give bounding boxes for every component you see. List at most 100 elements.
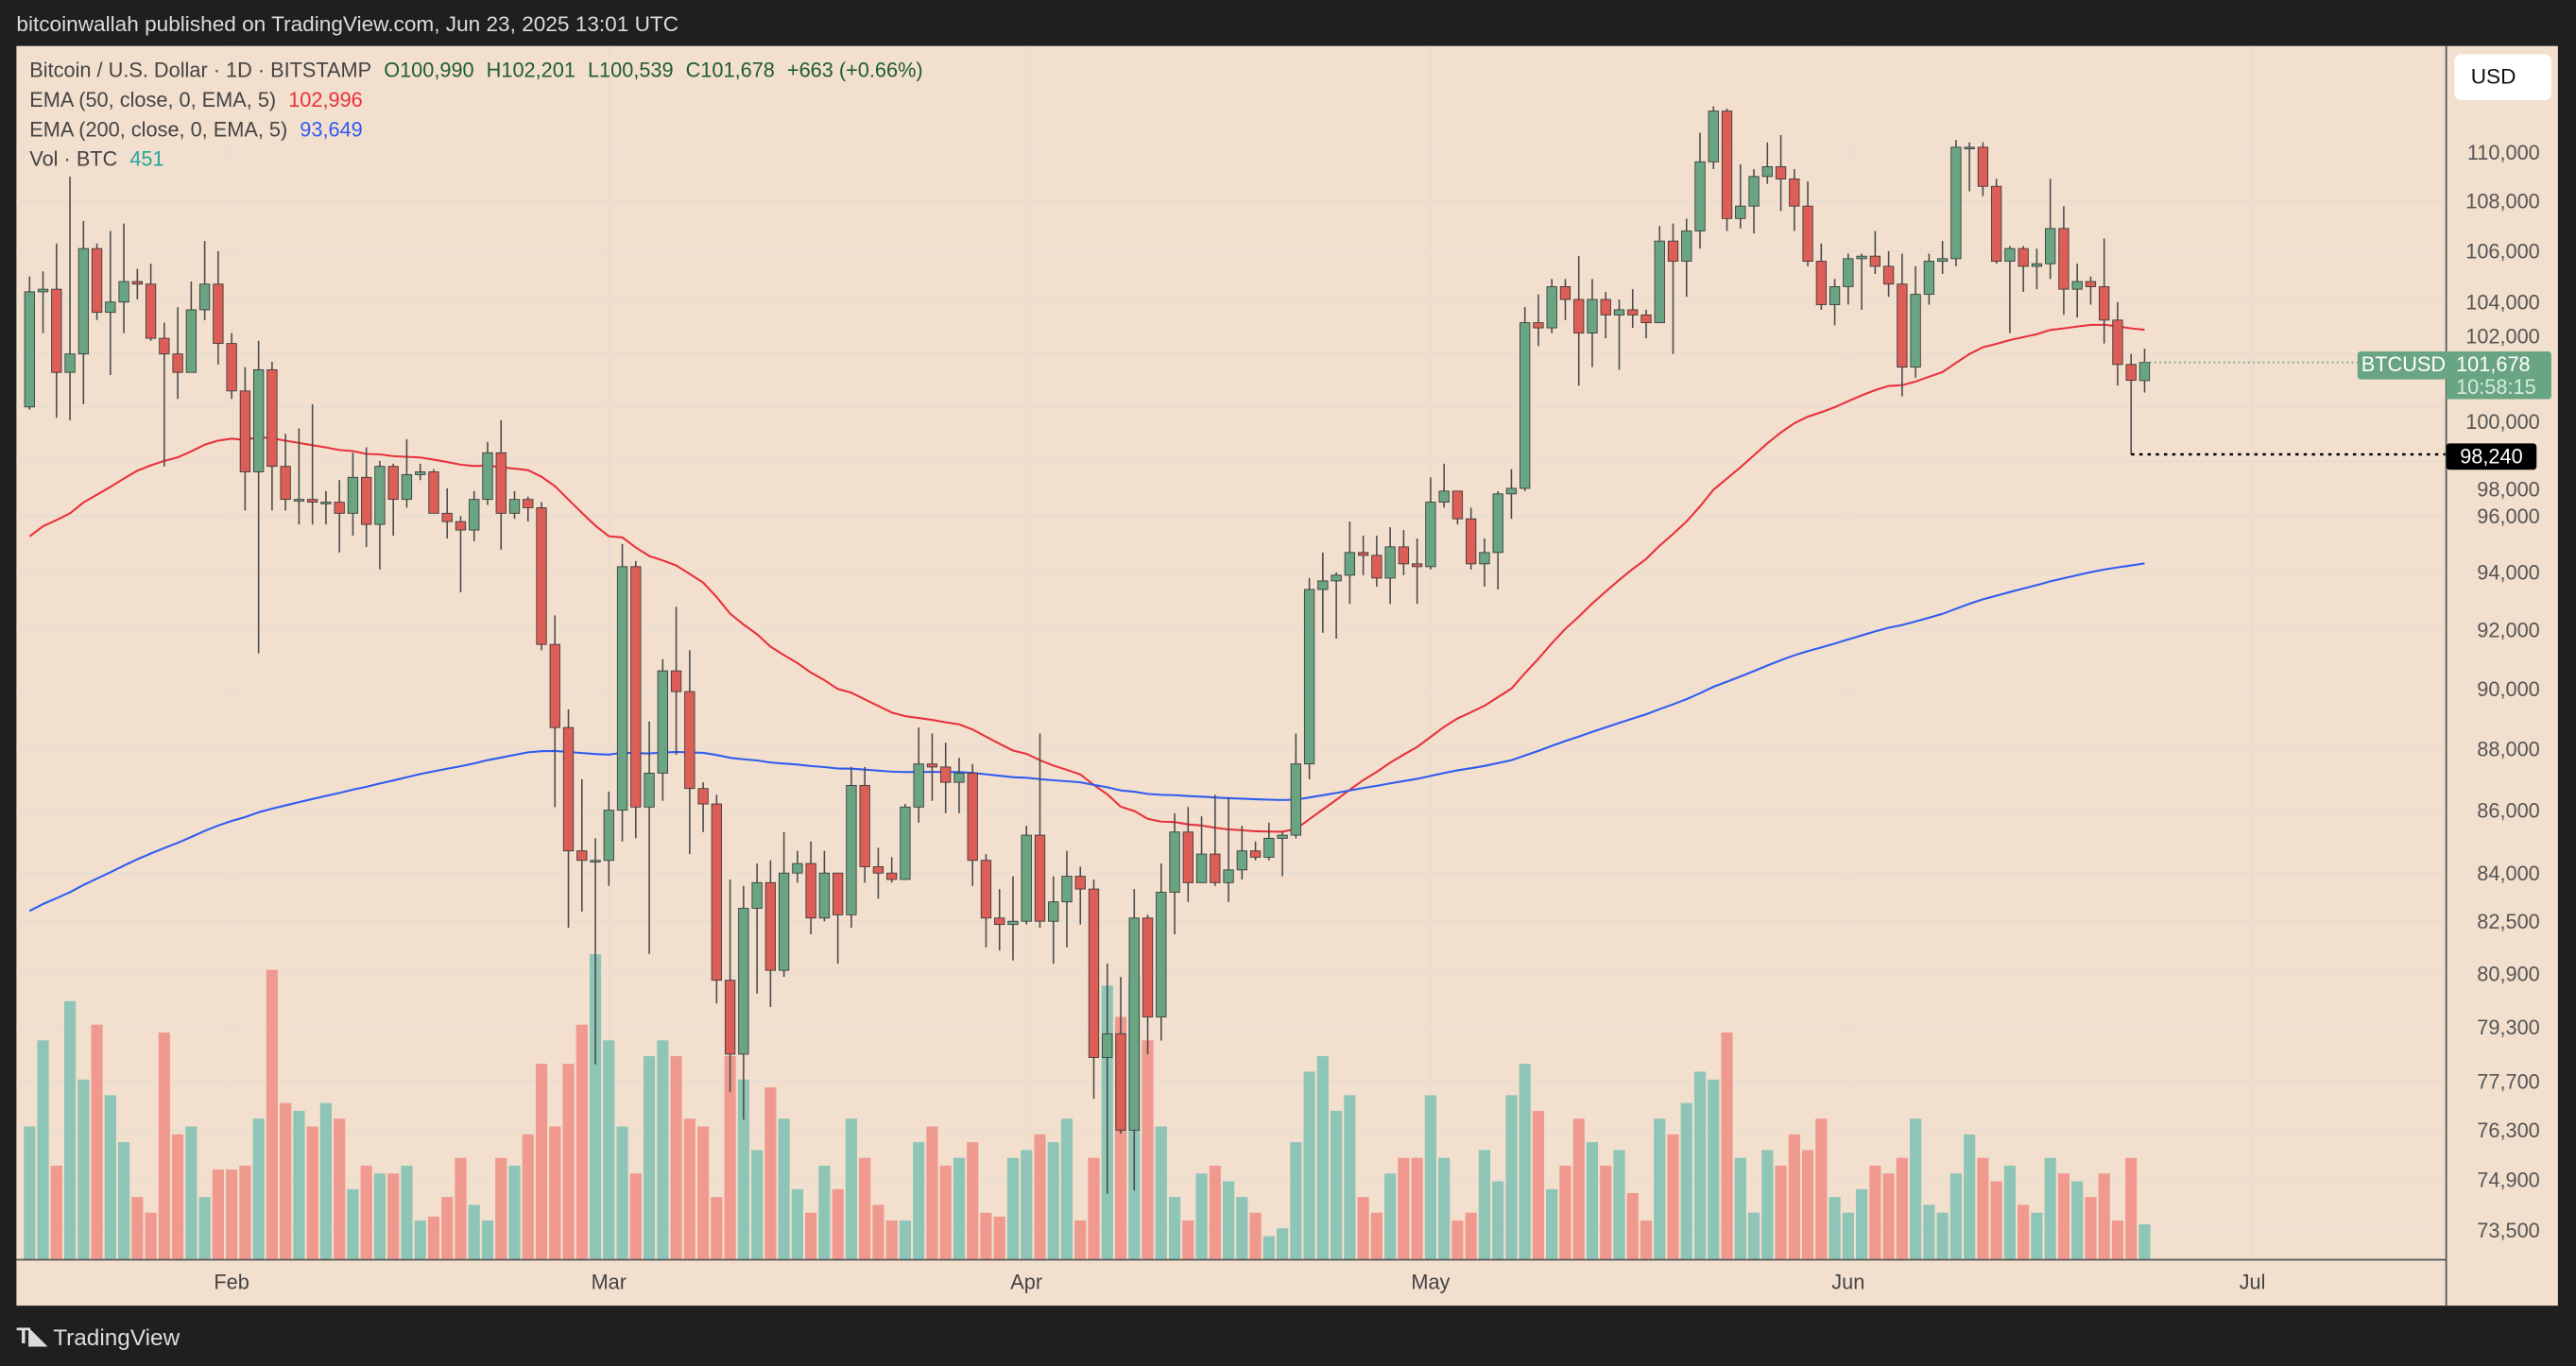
volume-bar [1492,1181,1504,1260]
month-tick-label: Apr [1010,1271,1042,1294]
candle-body [1654,240,1665,324]
candle-body [37,288,49,293]
candle-body [1074,876,1086,890]
volume-bar [104,1095,116,1260]
volume-bar [387,1173,400,1260]
volume-bar [2071,1181,2084,1260]
candle-body [940,766,952,783]
price-tick-label: 80,900 [2477,962,2539,985]
price-tick-label: 86,000 [2477,798,2539,822]
candle-body [576,850,588,862]
price-tick-label: 94,000 [2477,561,2539,585]
candle-body [2085,281,2097,287]
month-tick-label: Mar [592,1271,627,1294]
open-value: O100,990 [384,59,474,82]
volume-bar [172,1134,184,1260]
volume-bar [37,1040,49,1260]
volume-bar [1586,1142,1599,1260]
tradingview-brand[interactable]: T◣ TradingView [16,1323,180,1351]
volume-bar [77,1079,90,1260]
candle-body [711,803,722,982]
volume-bar [360,1165,372,1260]
candle-body [361,476,372,525]
candle-body [764,881,777,971]
ema50-legend[interactable]: EMA (50, close, 0, EMA, 5) 102,996 [29,89,369,111]
candle-body [1735,205,1746,219]
ema-lines [28,323,2145,913]
volume-bar [859,1157,871,1260]
candle-body [508,499,521,514]
candle-body [1977,146,1989,187]
volume-bar [1505,1095,1518,1260]
time-axis[interactable]: Feb Mar Apr May Jun Jul [214,1271,2265,1294]
volume-bar [1869,1165,1881,1260]
price-tick-label: 76,300 [2477,1118,2539,1142]
month-tick-label: Jun [1831,1271,1864,1294]
candle-body [536,507,547,645]
volume-bar [805,1212,817,1260]
volume-bar [117,1142,130,1260]
volume-bar [603,1040,615,1260]
volume-bar [1438,1157,1451,1260]
volume-bar [913,1142,925,1260]
candle-body [778,872,790,971]
month-tick-label: Jul [2240,1271,2266,1294]
volume-bar [131,1197,144,1260]
symbol-legend[interactable]: Bitcoin / U.S. Dollar · 1D · BITSTAMP O1… [29,60,929,82]
candle-body [1936,258,1949,262]
volume-bar [1721,1032,1733,1260]
volume-bar [24,1126,36,1260]
volume-bar [643,1055,656,1260]
candle-body [64,353,76,373]
price-tick-label: 77,700 [2477,1070,2539,1094]
volume-bar [899,1220,912,1260]
candle-body [1169,831,1180,893]
candle-body [495,452,507,514]
volume-bar [953,1157,966,1260]
volume-bar [522,1134,534,1260]
candle-body [320,502,332,504]
volume-bar [2057,1173,2070,1260]
volume-legend[interactable]: Vol · BTC 451 [29,147,170,170]
candle-body [1587,299,1598,334]
candle-body [1371,555,1382,579]
volume-bar [1249,1212,1262,1260]
ema50-line [28,323,2145,833]
candle-body [2045,228,2056,265]
candle-body [1789,178,1800,207]
volume-bar [1761,1150,1774,1260]
candle-body [1102,1033,1113,1058]
volume-bar [1990,1181,2002,1260]
candle-body [953,772,965,783]
candle-body [1021,834,1032,922]
volume-bar [1465,1212,1477,1260]
month-tick-label: May [1411,1271,1450,1294]
volume-bar [1182,1220,1194,1260]
price-tick-label: 104,000 [2465,291,2540,315]
volume-bar [91,1024,103,1260]
volume-bar [1331,1110,1343,1260]
volume-bar [832,1188,844,1260]
ema200-legend[interactable]: EMA (200, close, 0, EMA, 5) 93,649 [29,118,369,141]
price-tick-label: 79,300 [2477,1016,2539,1039]
candle-body [1882,265,1895,285]
candle-body [644,772,655,808]
candle-body [24,291,35,408]
volume-bar [1708,1079,1720,1260]
volume-bar [2085,1197,2097,1260]
currency-button[interactable]: USD [2454,54,2551,101]
candle-body [1438,490,1450,504]
volume-bar [1775,1165,1787,1260]
volume-bar [562,1064,575,1260]
ema50-label: EMA (50, close, 0, EMA, 5) [29,88,277,112]
candle-body [2138,362,2151,382]
volume-bar [427,1216,440,1260]
volume-bar [414,1220,426,1260]
price-axis[interactable]: 110,000 108,000 106,000 104,000 102,000 100,0… [2465,141,2540,1242]
volume-bar [1398,1157,1410,1260]
candle-body [307,499,318,504]
low-price-tag: 98,240 [2446,443,2537,470]
symbol-price-tag: BTCUSD [2357,351,2450,380]
candle-body [1479,552,1490,565]
